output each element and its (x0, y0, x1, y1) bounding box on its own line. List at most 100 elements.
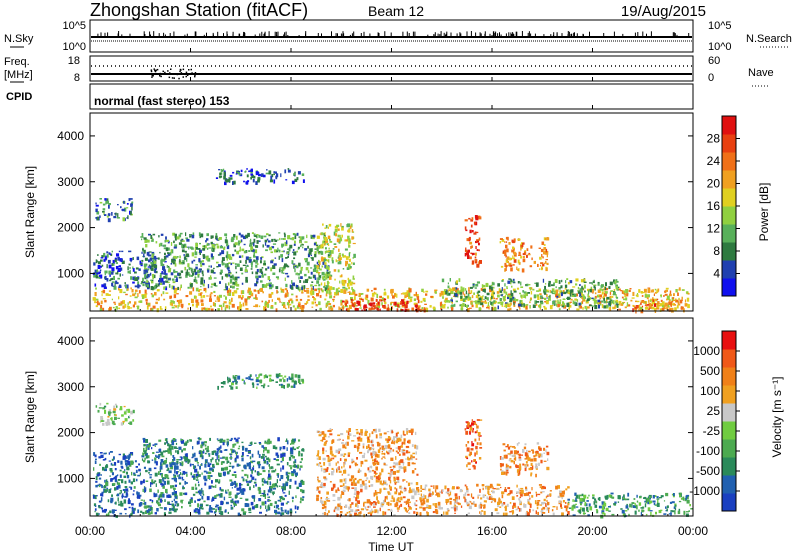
power-echo-cell (671, 297, 674, 301)
power-echo-cell (333, 231, 336, 236)
freq-noise-mark (190, 68, 192, 71)
velocity-echo-cell (138, 463, 140, 466)
power-echo-cell (316, 235, 320, 239)
velocity-echo-cell (167, 450, 171, 454)
power-echo-cell (680, 299, 683, 301)
velocity-echo-cell (119, 490, 122, 492)
power-echo-cell (324, 287, 327, 291)
velocity-echo-cell (102, 422, 105, 426)
power-echo-cell (421, 288, 424, 292)
power-echo-cell (101, 293, 103, 297)
power-echo-cell (346, 300, 349, 304)
power-echo-cell (185, 274, 188, 278)
power-echo-cell (396, 293, 398, 298)
power-echo-cell (144, 269, 148, 273)
power-echo-cell (240, 297, 243, 300)
velocity-echo-cell (204, 444, 207, 447)
velocity-echo-cell (113, 462, 117, 466)
power-echo-cell (245, 279, 248, 283)
velocity-echo-cell (160, 459, 164, 463)
velocity-echo-cell (267, 489, 271, 493)
velocity-echo-cell (241, 476, 244, 479)
power-echo-cell (136, 277, 140, 279)
power-echo-cell (521, 268, 525, 273)
power-echo-cell (273, 179, 276, 184)
velocity-echo-cell (402, 452, 406, 456)
velocity-echo-cell (132, 493, 135, 496)
velocity-echo-cell (398, 492, 401, 496)
velocity-echo-cell (155, 454, 157, 457)
velocity-echo-cell (206, 471, 208, 474)
power-echo-cell (594, 292, 597, 295)
power-echo-cell (255, 294, 257, 299)
power-echo-cell (344, 239, 346, 242)
velocity-echo-cell (205, 447, 208, 450)
freq-noise-mark (190, 72, 193, 75)
velocity-echo-cell (237, 375, 241, 380)
power-echo-cell (501, 280, 504, 282)
power-echo-cell (664, 293, 668, 296)
power-echo-cell (121, 258, 123, 261)
velocity-echo-cell (159, 451, 163, 453)
power-echo-cell (175, 305, 178, 308)
power-echo-cell (541, 241, 545, 245)
power-echo-cell (327, 243, 330, 246)
power-echo-cell (226, 243, 229, 247)
power-echo-cell (314, 274, 316, 279)
power-echo-cell (236, 250, 240, 255)
power-echo-cell (522, 290, 525, 293)
nsky-noise-mark (331, 31, 332, 36)
nsky-noise-mark (646, 33, 647, 36)
velocity-echo-cell (392, 449, 395, 452)
velocity-echo-cell (260, 385, 264, 387)
velocity-echo-cell (207, 463, 211, 467)
velocity-echo-cell (99, 452, 103, 454)
power-echo-cell (517, 281, 520, 284)
velocity-echo-cell (328, 462, 331, 467)
velocity-echo-cell (172, 505, 175, 510)
velocity-echo-cell (191, 463, 194, 466)
power-echo-cell (587, 306, 590, 309)
power-echo-cell (529, 301, 531, 304)
power-echo-cell (520, 302, 524, 305)
nsky-noise-mark (238, 33, 240, 36)
power-echo-cell (324, 234, 326, 237)
velocity-echo-cell (389, 447, 392, 450)
power-echo-cell (614, 280, 617, 284)
power-echo-cell (555, 289, 559, 292)
velocity-echo-cell (142, 437, 146, 440)
velocity-echo-cell (97, 473, 99, 477)
power-echo-cell (181, 262, 184, 265)
power-echo-cell (163, 270, 167, 275)
velocity-echo-cell (117, 479, 121, 481)
velocity-echo-cell (171, 503, 174, 507)
power-echo-cell (379, 295, 382, 299)
power-echo-cell (234, 276, 238, 281)
power-echo-cell (568, 289, 570, 293)
power-echo-cell (260, 235, 264, 239)
power-echo-cell (273, 171, 276, 174)
power-echo-cell (473, 221, 476, 225)
velocity-echo-cell (123, 475, 127, 478)
velocity-echo-cell (266, 457, 269, 460)
power-echo-cell (163, 286, 165, 290)
power-echo-cell (634, 306, 638, 309)
power-echo-cell (540, 262, 544, 265)
velocity-echo-cell (233, 504, 237, 506)
velocity-echo-cell (218, 458, 220, 462)
velocity-echo-cell (279, 478, 281, 481)
power-echo-cell (255, 256, 259, 261)
power-echo-cell (320, 282, 323, 286)
power-echo-cell (666, 304, 670, 307)
velocity-echo-cell (94, 495, 97, 499)
power-echo-cell (517, 238, 521, 241)
velocity-echo-cell (347, 435, 350, 440)
power-echo-cell (384, 301, 387, 305)
power-echo-cell (406, 293, 410, 297)
power-echo-cell (312, 274, 315, 279)
velocity-echo-cell (176, 503, 180, 507)
power-echo-cell (308, 252, 312, 255)
power-echo-cell (340, 299, 343, 303)
power-echo-cell (337, 234, 340, 238)
power-echo-cell (608, 307, 611, 310)
